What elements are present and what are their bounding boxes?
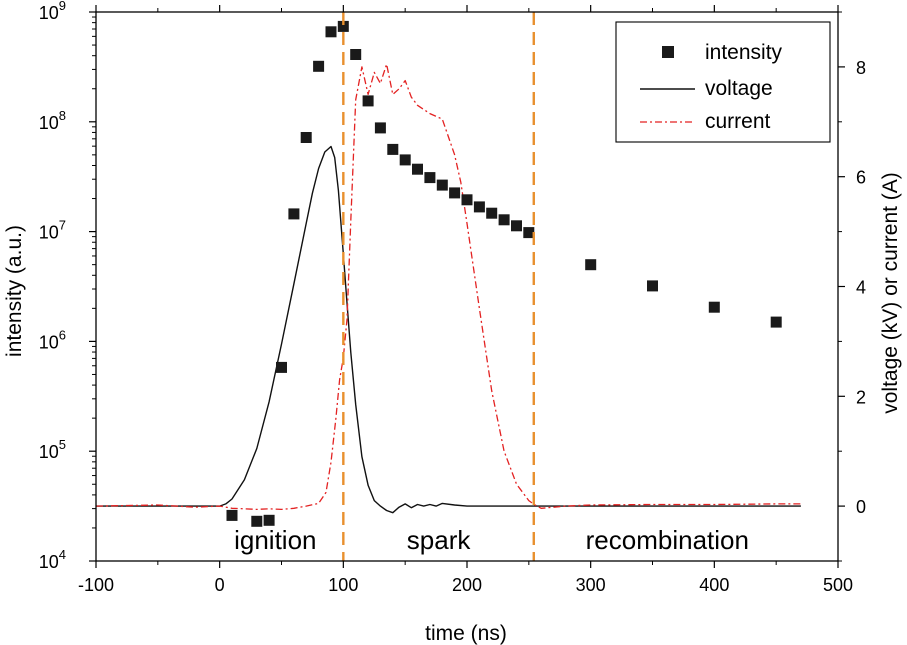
x-tick-label: 100: [328, 575, 358, 595]
y-left-tick-base: 10: [39, 113, 59, 133]
x-tick-label: 200: [452, 575, 482, 595]
intensity-point: [424, 172, 436, 184]
x-tick-label: 400: [699, 575, 729, 595]
intensity-point: [337, 20, 349, 32]
y-left-tick-base: 10: [39, 552, 59, 572]
x-tick-label: -100: [78, 575, 114, 595]
y-left-tick-exp: 4: [59, 547, 66, 562]
y-left-tick-exp: 6: [59, 327, 66, 342]
intensity-point: [486, 207, 498, 219]
y-right-tick-label: 2: [856, 387, 866, 407]
y-left-tick-label: 104: [39, 547, 66, 572]
y-left-tick-exp: 5: [59, 437, 66, 452]
y-left-tick-label: 107: [39, 218, 66, 243]
intensity-point: [276, 361, 287, 373]
x-tick-label: 500: [823, 575, 853, 595]
y-left-tick-base: 10: [39, 332, 59, 352]
intensity-point: [436, 179, 448, 191]
y-axis-left-title: intensity (a.u.): [3, 225, 26, 357]
intensity-point: [708, 301, 720, 313]
y-left-tick-base: 10: [39, 442, 59, 462]
intensity-point: [325, 26, 337, 38]
x-tick-label: 300: [576, 575, 606, 595]
intensity-point: [585, 259, 597, 271]
intensity-point: [251, 515, 263, 527]
intensity-point: [449, 187, 461, 199]
legend: intensity voltage current: [615, 21, 831, 143]
x-tick-label: 0: [215, 575, 225, 595]
region-label-recombination: recombination: [586, 525, 749, 555]
region-label-ignition: ignition: [234, 525, 316, 555]
intensity-point: [523, 227, 535, 239]
legend-label-intensity: intensity: [705, 41, 783, 64]
intensity-point: [412, 163, 423, 175]
y-left-tick-exp: 7: [59, 218, 66, 233]
intensity-point: [350, 49, 362, 60]
intensity-point: [647, 280, 658, 292]
legend-marker-intensity: [662, 46, 674, 58]
intensity-point: [374, 122, 386, 134]
intensity-point: [300, 132, 312, 143]
phase-boundaries: [342, 12, 535, 561]
intensity-point: [226, 509, 238, 521]
y-left-tick-label: 106: [39, 327, 66, 352]
y-right-tick-label: 4: [856, 278, 866, 298]
series-markers: [226, 20, 782, 527]
intensity-point: [313, 60, 325, 72]
y-left-tick-label: 108: [39, 108, 66, 133]
y-right-tick-label: 6: [856, 168, 866, 188]
intensity-point: [288, 208, 300, 220]
region-labels: ignition spark recombination: [234, 525, 749, 555]
y-left-tick-exp: 9: [59, 0, 66, 13]
series-line-voltage: [96, 145, 801, 514]
y-right-tick-label: 8: [856, 58, 866, 78]
x-axis-title: time (ns): [425, 622, 507, 645]
region-label-spark: spark: [407, 525, 472, 555]
intensity-point: [473, 201, 485, 213]
intensity-point: [511, 220, 522, 232]
y-axis-right-title: voltage (kV) or current (A): [879, 172, 902, 414]
y-left-tick-label: 109: [39, 0, 66, 23]
legend-label-voltage: voltage: [705, 77, 773, 100]
series-line-current: [95, 63, 801, 511]
axes: -100 0 100 200 300 400 50010410510610710810902…: [39, 0, 866, 595]
y-left-tick-base: 10: [39, 3, 59, 23]
y-left-tick-exp: 8: [59, 108, 66, 123]
series-lines: [95, 63, 801, 514]
intensity-point: [387, 143, 399, 155]
y-left-tick-label: 105: [39, 437, 66, 462]
intensity-point: [362, 95, 374, 107]
intensity-point: [461, 194, 473, 206]
legend-label-current: current: [705, 110, 771, 133]
y-left-tick-base: 10: [39, 223, 59, 243]
intensity-point: [498, 214, 510, 226]
intensity-point: [399, 154, 411, 166]
y-right-tick-label: 0: [856, 497, 866, 517]
intensity-point: [770, 316, 782, 328]
intensity-point: [263, 514, 275, 526]
